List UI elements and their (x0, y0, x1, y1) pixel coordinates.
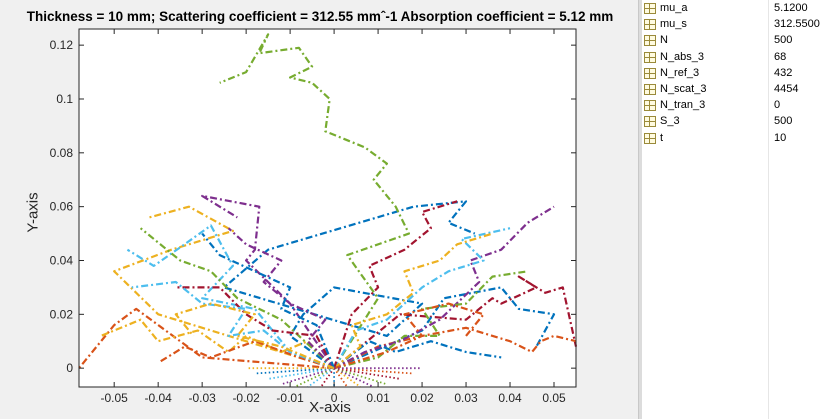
variable-value: 432 (774, 66, 793, 79)
x-axis-label: X-axis (309, 399, 351, 416)
workspace-row[interactable]: N_tran_3 0 (642, 98, 822, 114)
x-tick-label: -0.05 (101, 391, 129, 405)
trajectory-series (333, 205, 555, 370)
x-tick-label: -0.04 (144, 391, 172, 405)
plot-background (79, 29, 576, 387)
workspace-row[interactable]: N_abs_3 68 (642, 50, 822, 66)
y-tick-label: 0.08 (50, 146, 74, 160)
trajectory-series (175, 286, 336, 369)
workspace-row[interactable]: N 500 (642, 33, 822, 49)
trajectory-series (201, 194, 336, 369)
plot-area: -0.05 -0.04 -0.03 -0.02 -0.01 0 0.01 0.02 0.03 0.… (50, 28, 578, 405)
panel-splitter[interactable] (638, 0, 643, 419)
table-variable-icon (644, 19, 656, 31)
trajectory-series (174, 302, 335, 370)
trajectory-lines (78, 33, 578, 370)
variable-value: 68 (774, 50, 787, 63)
x-tick-label: -0.02 (232, 391, 260, 405)
y-tick-label: 0.06 (50, 200, 74, 214)
table-variable-icon (644, 51, 656, 63)
escape-ray (333, 367, 375, 388)
variable-value: 4454 (774, 83, 799, 95)
trajectory-series (333, 275, 578, 370)
variable-name: S_3 (660, 115, 680, 128)
escape-ray (333, 367, 401, 380)
trajectory-series (78, 307, 335, 370)
table-variable-icon (644, 100, 656, 112)
trajectory-series (333, 302, 485, 370)
y-tick-label: 0.1 (56, 92, 73, 106)
variable-name: mu_s (660, 18, 687, 31)
y-axis-label: Y-axis (24, 192, 42, 233)
trajectory-series (131, 280, 335, 370)
y-ticks: 0 0.02 0.04 0.06 0.08 0.1 0.12 (50, 38, 576, 375)
x-tick-label: 0.02 (410, 391, 434, 405)
trajectory-series (113, 205, 335, 370)
variable-value: 312.5500 (774, 18, 820, 31)
trajectory-series (333, 200, 458, 369)
trajectory-series (157, 340, 335, 370)
escape-ray (333, 367, 388, 386)
trajectory-series (126, 224, 335, 370)
variable-name: N (660, 34, 668, 47)
workspace-row[interactable]: t 10 (642, 131, 822, 147)
variable-value: 500 (774, 34, 793, 47)
x-ticks: -0.05 -0.04 -0.03 -0.02 -0.01 0 0.01 0.02 0.03 0.… (101, 29, 566, 405)
workspace-panel: mu_a 5.1200 mu_s 312.5500 N 500 N_abs_3 68 N_ref… (642, 0, 822, 419)
variable-name: N_tran_3 (660, 99, 706, 112)
x-tick-label: -0.03 (188, 391, 216, 405)
trajectory-series (100, 318, 335, 369)
trajectory-series (333, 227, 511, 369)
variable-name: t (660, 131, 664, 144)
workspace-row[interactable]: N_scat_3 4454 (642, 82, 822, 98)
trajectory-series (333, 232, 493, 370)
variable-name: N_scat_3 (660, 83, 707, 95)
y-tick-label: 0.04 (50, 253, 74, 267)
escape-ray (307, 367, 335, 388)
x-tick-label: 0 (331, 391, 338, 405)
x-tick-label: 0.03 (454, 391, 478, 405)
table-variable-icon (644, 3, 656, 14)
workspace-row[interactable]: S_3 500 (642, 114, 822, 130)
x-tick-label: 0.01 (366, 391, 390, 405)
variable-value: 5.1200 (774, 2, 808, 14)
escape-ray (294, 367, 335, 388)
escape-rays (246, 367, 423, 388)
table-variable-icon (644, 116, 656, 128)
x-tick-label: 0.05 (542, 391, 566, 405)
table-variable-icon (644, 67, 656, 79)
table-variable-icon (644, 84, 656, 95)
x-tick-label: -0.01 (276, 391, 304, 405)
escape-ray (267, 367, 335, 380)
escape-ray (333, 367, 362, 388)
y-tick-label: 0.02 (50, 307, 74, 321)
y-tick-label: 0 (66, 361, 73, 375)
table-variable-icon (644, 35, 656, 47)
trajectory-series (201, 232, 336, 369)
chart-title: Thickness = 10 mm; Scattering coefficien… (26, 9, 614, 24)
column-separator (768, 0, 769, 419)
variable-value: 10 (774, 131, 787, 144)
variable-value: 500 (774, 115, 793, 128)
trajectory-series (139, 227, 335, 370)
workspace-row[interactable]: mu_a 5.1200 (642, 1, 822, 17)
y-tick-label: 0.12 (50, 38, 74, 52)
trajectory-series (219, 33, 410, 369)
trajectory-series (333, 340, 502, 370)
workspace-row[interactable]: N_ref_3 432 (642, 66, 822, 82)
trajectory-series (227, 227, 335, 369)
variable-value: 0 (774, 99, 781, 112)
table-variable-icon (644, 132, 656, 144)
variable-name: N_abs_3 (660, 50, 705, 63)
plot-box (78, 28, 577, 388)
variable-name: mu_a (660, 2, 688, 14)
workspace-row[interactable]: mu_s 312.5500 (642, 17, 822, 33)
figure-panel: Thickness = 10 mm; Scattering coefficien… (24, 9, 614, 416)
x-tick-label: 0.04 (498, 391, 522, 405)
escape-ray (281, 367, 335, 386)
variable-name: N_ref_3 (660, 66, 700, 79)
